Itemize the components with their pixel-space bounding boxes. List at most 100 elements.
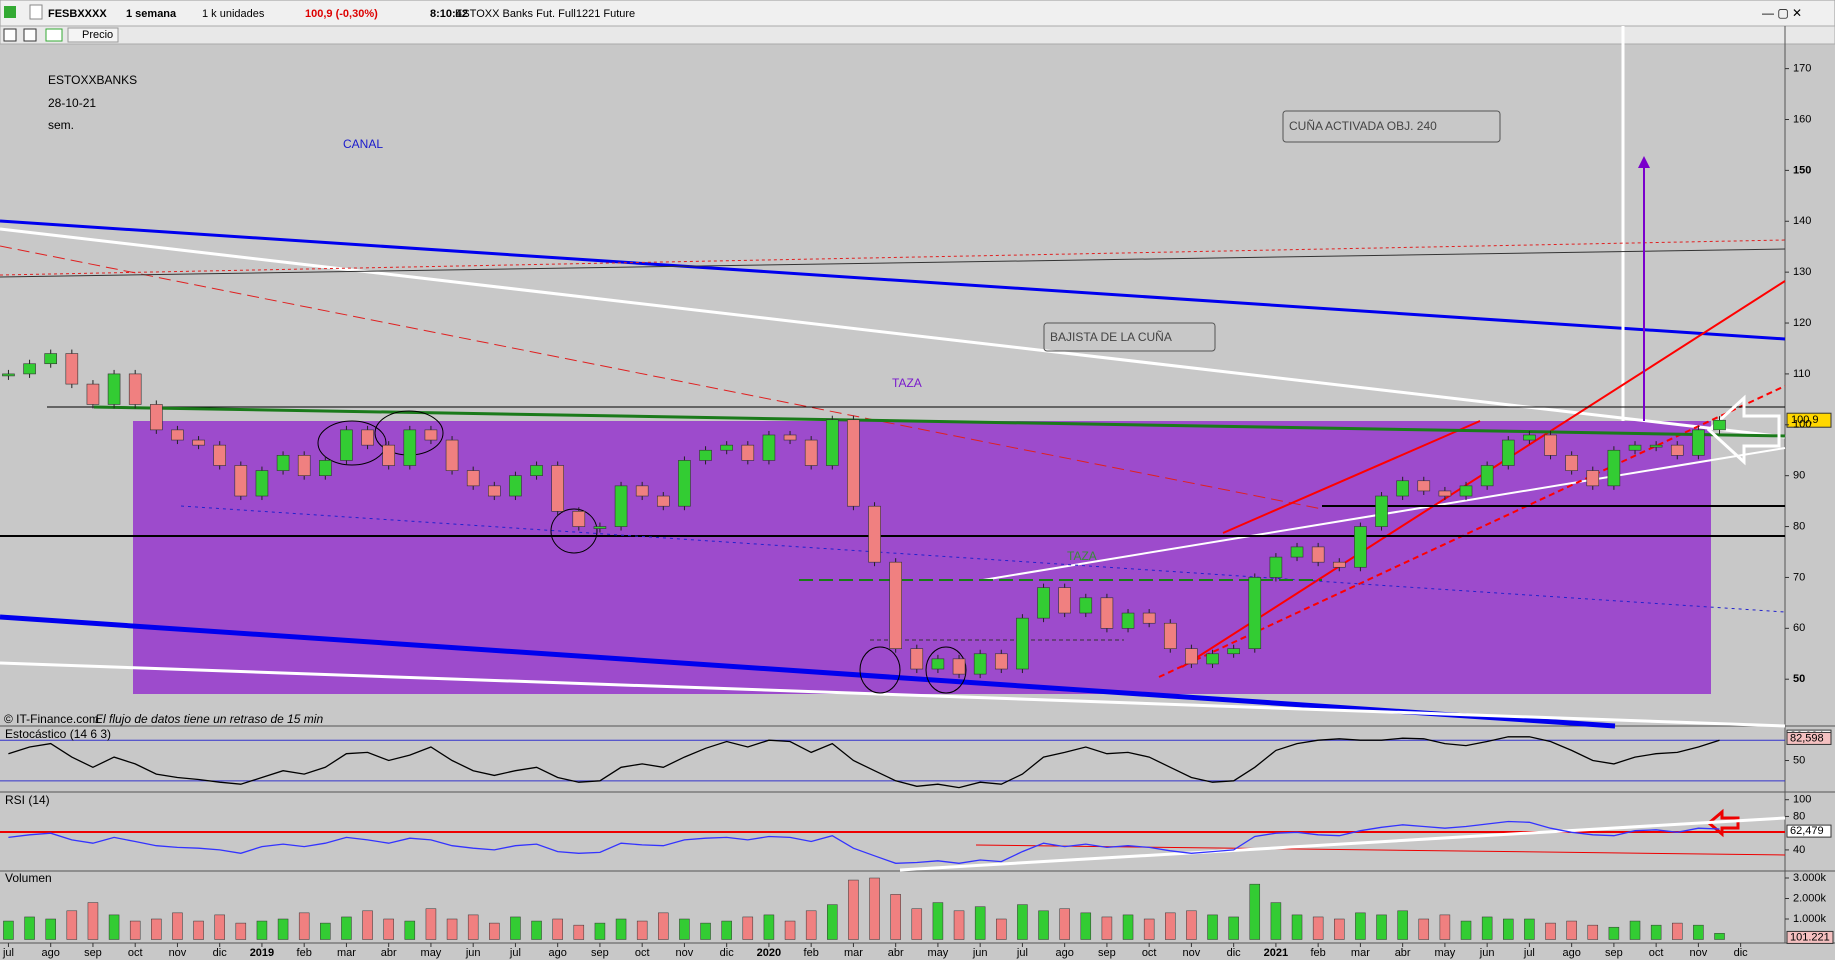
x-tick-label: may: [928, 947, 949, 959]
y-tick-label: 140: [1793, 215, 1811, 227]
volume-bar: [362, 910, 373, 940]
y-tick-label: 70: [1793, 571, 1805, 583]
volume-bar: [256, 920, 268, 940]
candle: [255, 470, 269, 497]
volume-bar: [1291, 914, 1303, 940]
price-button[interactable]: [67, 27, 119, 43]
delay-note: El flujo de datos tiene un retraso de 15…: [95, 712, 323, 726]
x-tick-label: abr: [381, 947, 397, 959]
symbol-select[interactable]: FESBXXXX: [48, 8, 107, 20]
drawings: [0, 26, 1786, 872]
icon[interactable]: [4, 6, 16, 18]
volume-bar: [404, 920, 416, 940]
volume-bar: [932, 902, 944, 940]
volume-bar: [1249, 883, 1261, 940]
volume-bar: [700, 922, 711, 940]
candle: [1227, 648, 1240, 655]
button[interactable]: [23, 28, 37, 42]
candle: [65, 353, 79, 385]
volume-bar: [1270, 902, 1282, 940]
candle: [1016, 617, 1029, 670]
value-badge-label: 82,598: [1790, 732, 1824, 744]
volume-bar: [1186, 910, 1197, 940]
volume-bar: [1017, 904, 1028, 940]
y-tick-label: 90: [1793, 470, 1805, 482]
candle: [1206, 653, 1219, 665]
candle: [762, 434, 776, 461]
candle: [1142, 612, 1156, 624]
volume-bar: [193, 920, 204, 940]
period-select[interactable]: 1 semana: [126, 8, 177, 20]
x-tick-label: ago: [1562, 947, 1580, 959]
volume-bar: [974, 906, 986, 940]
candle: [44, 353, 57, 365]
candle: [1163, 622, 1177, 649]
candle: [1692, 429, 1705, 456]
candle: [657, 495, 670, 507]
annotation: TAZA: [1067, 549, 1097, 563]
y-tick-label: 120: [1793, 317, 1811, 329]
x-tick-label: nov: [169, 947, 187, 959]
y-tick-label: 50: [1793, 754, 1805, 766]
volume-bar: [573, 924, 585, 940]
volume-bar: [1460, 920, 1472, 940]
last-price-label: 100,9: [1791, 414, 1819, 426]
candle: [1079, 597, 1093, 614]
volume-bar: [1693, 924, 1704, 940]
volume-bar: [298, 912, 310, 940]
volume-bar: [953, 910, 965, 940]
volume-bar: [594, 922, 606, 940]
volume-bar: [1143, 918, 1155, 940]
units-select[interactable]: 1 k unidades: [202, 8, 265, 20]
candle: [1480, 465, 1494, 487]
toolbar: [0, 0, 1835, 27]
candle: [297, 455, 311, 476]
volume-bar: [151, 918, 162, 940]
y-tick-label: 50: [1793, 673, 1805, 685]
volume-bar: [869, 877, 880, 940]
volume-bar: [446, 918, 458, 940]
candle: [150, 404, 163, 431]
candle: [1037, 587, 1050, 619]
x-tick-label: dic: [720, 947, 735, 959]
candle: [171, 429, 184, 441]
x-tick-label: feb: [297, 947, 312, 959]
arrow-outline: [1706, 394, 1781, 466]
trendline: [0, 227, 1786, 439]
y-tick-label: 2.000k: [1793, 892, 1827, 904]
button[interactable]: [3, 28, 17, 42]
x-tick-label: jun: [972, 947, 988, 959]
x-tick-label: mar: [337, 947, 356, 959]
volume-bar: [658, 912, 669, 940]
candle: [1501, 439, 1515, 466]
volume-bar: [552, 918, 563, 940]
window-control[interactable]: — ▢ ✕: [1762, 6, 1802, 20]
x-tick-label: dic: [1734, 947, 1749, 959]
y-tick-label: 3.000k: [1793, 872, 1827, 884]
volume-bar: [1418, 918, 1430, 940]
volume-bar: [87, 902, 99, 940]
candle: [804, 439, 818, 466]
candle: [720, 444, 733, 451]
price-button-label[interactable]: Precio: [82, 29, 113, 41]
candle: [1375, 495, 1388, 527]
candle: [466, 470, 480, 487]
candle: [699, 449, 712, 461]
candle: [1459, 485, 1473, 497]
y-tick-label: 60: [1793, 622, 1805, 634]
volume-bar: [763, 914, 775, 940]
icon[interactable]: [29, 4, 43, 20]
candle: [572, 510, 586, 527]
x-tick-label: may: [1435, 947, 1456, 959]
button[interactable]: [45, 28, 63, 42]
candle: [994, 653, 1008, 670]
candle: [1523, 434, 1536, 441]
volume-bar: [1503, 918, 1514, 940]
candle: [509, 475, 522, 497]
volume-bar: [1650, 924, 1662, 940]
candle: [1248, 577, 1262, 649]
candle: [403, 429, 417, 466]
indicator-line: [8, 820, 1720, 864]
trendline: [0, 614, 1616, 729]
